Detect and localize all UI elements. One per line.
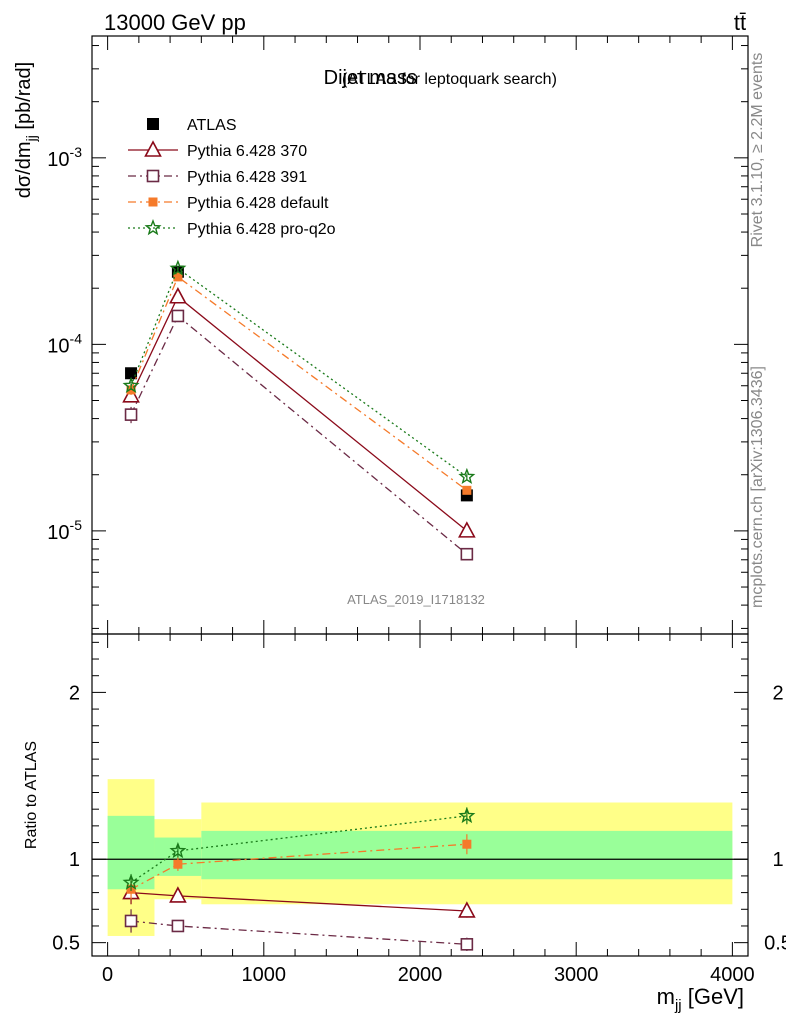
legend-marker — [147, 118, 159, 130]
data-point — [169, 259, 187, 276]
ratio-y-tick-label: 0.5 — [52, 933, 80, 955]
series-line — [130, 275, 468, 491]
legend-entry: Pythia 6.428 391 — [128, 169, 307, 186]
y-tick-label: 10-5 — [47, 517, 82, 544]
series-3 — [126, 272, 472, 495]
legend-label: ATLAS — [187, 117, 237, 134]
ratio-point — [169, 886, 187, 903]
ratio-line — [130, 843, 467, 890]
ratio-point — [169, 841, 187, 859]
chart-subtitle: (ATLAS for leptoquark search) — [342, 71, 557, 88]
legend-marker — [144, 140, 162, 157]
data-point — [462, 485, 472, 495]
watermark: ATLAS_2019_I1718132 — [347, 592, 485, 607]
legend-label: Pythia 6.428 391 — [187, 169, 307, 186]
x-tick-label: 0 — [102, 964, 113, 986]
data-point — [122, 376, 140, 393]
legend-entry: ATLAS — [147, 117, 237, 134]
ratio-bands — [92, 779, 748, 936]
ratio-point — [122, 873, 140, 890]
main-panel: 10-3 10-4 10-5 Dijet mass (ATLAS for lepto… — [13, 35, 749, 635]
data-point — [125, 367, 138, 380]
main-axes: 10-3 10-4 10-5 — [47, 36, 748, 634]
data-point — [460, 547, 474, 561]
series-4 — [122, 259, 476, 485]
ratio-point — [460, 938, 474, 951]
data-point — [458, 521, 476, 538]
x-axis-label: mjj [GeV] — [657, 984, 744, 1014]
legend-entry: Pythia 6.428 370 — [128, 140, 307, 160]
ratio-point — [124, 914, 138, 928]
legend: ATLAS Pythia 6.428 370 Pythia 6.428 391 Pyt… — [128, 117, 336, 238]
x-axis-label-text: mjj [GeV] — [657, 984, 744, 1014]
data-point — [169, 287, 187, 304]
data-point — [458, 467, 476, 485]
source-label: mcplots.cern.ch [arXiv:1306.3436] — [749, 366, 766, 608]
ratio-line — [130, 920, 467, 945]
chart-title: Dijet mass — [324, 67, 417, 89]
x-tick-label: 4000 — [710, 964, 755, 986]
process-label: tt̄ — [734, 10, 746, 35]
series-line — [130, 314, 468, 555]
ratio-frame — [91, 633, 749, 957]
ratio-series-3 — [122, 806, 476, 891]
legend-marker — [146, 169, 160, 183]
ratio-axes: 0 1000 2000 3000 4000 0.5 0.5 1 1 2 2 — [52, 634, 786, 986]
y-axis-label-text: dσ/dmjj [pb/rad] — [13, 62, 39, 198]
y-tick-label: 10-3 — [47, 144, 82, 171]
ratio-y-tick-label-right: 1 — [772, 849, 783, 871]
data-point — [171, 309, 185, 323]
legend-entry: Pythia 6.428 pro-q2o — [128, 219, 336, 238]
legend-entry: Pythia 6.428 default — [128, 195, 329, 212]
y-tick-label: 10-4 — [47, 330, 82, 357]
rivet-label: Rivet 3.1.10, ≥ 2.2M events — [749, 53, 766, 248]
ratio-point — [458, 806, 476, 824]
legend-label: Pythia 6.428 370 — [187, 143, 307, 160]
main-y-axis-label: dσ/dmjj [pb/rad] — [13, 62, 39, 198]
legend-marker — [144, 219, 162, 236]
series-line — [130, 295, 468, 532]
ratio-marks — [122, 806, 476, 951]
ratio-y-tick-label: 1 — [69, 849, 80, 871]
main-marks — [122, 259, 476, 561]
data-point — [124, 408, 138, 421]
ratio-point — [462, 839, 472, 849]
ratio-y-axis-label: Ratio to ATLAS — [23, 741, 40, 849]
legend-marker — [148, 197, 158, 207]
legend-label: Pythia 6.428 default — [187, 195, 329, 212]
ratio-y-tick-label: 2 — [69, 682, 80, 704]
ratio-panel: 0 1000 2000 3000 4000 0.5 0.5 1 1 2 2 Ratio to ATL… — [23, 633, 786, 1014]
ratio-y-tick-label-right: 2 — [772, 682, 783, 704]
ratio-series-1 — [124, 909, 474, 951]
x-tick-label: 1000 — [242, 964, 287, 986]
series-2 — [124, 309, 474, 561]
energy-label: 13000 GeV pp — [104, 10, 246, 35]
ratio-point — [458, 901, 476, 918]
ratio-point — [173, 859, 183, 869]
data-point — [173, 272, 183, 282]
series-1 — [122, 287, 476, 538]
ratio-y-tick-label-right: 0.5 — [764, 933, 786, 955]
x-tick-label: 3000 — [554, 964, 599, 986]
ratio-point — [171, 919, 185, 933]
legend-label: Pythia 6.428 pro-q2o — [187, 221, 336, 238]
x-tick-label: 2000 — [398, 964, 443, 986]
